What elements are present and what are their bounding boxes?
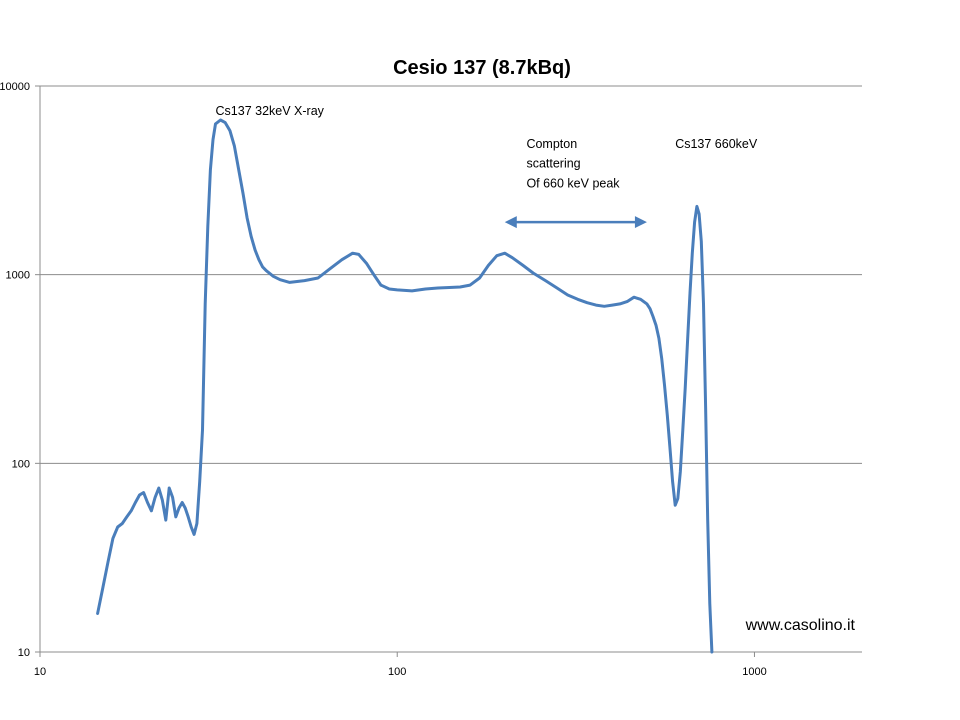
annotation-label: Compton: [526, 137, 577, 151]
y-tick-label: 10: [18, 647, 30, 659]
axes: [35, 85, 862, 657]
compton-arrowhead-left: [504, 216, 517, 229]
x-tick-label: 10: [34, 666, 46, 678]
annotation-label: Cs137 660keV: [675, 137, 758, 151]
annotations: Cs137 32keV X-ray Compton scattering Of 660…: [216, 104, 758, 229]
spectrum-line: [96, 118, 714, 654]
tick-labels: 10 100 1000 10000 10 100 1000: [0, 81, 767, 678]
data-series: [96, 118, 714, 654]
watermark: www.casolino.it: [745, 617, 856, 634]
x-tick-label: 100: [388, 666, 406, 678]
compton-arrowhead-right: [634, 216, 647, 229]
annotation-label: scattering: [526, 156, 580, 170]
y-tick-label: 1000: [6, 270, 30, 282]
x-tick-label: 1000: [742, 666, 766, 678]
chart-title: Cesio 137 (8.7kBq): [393, 57, 571, 79]
grid-lines: [40, 85, 862, 653]
y-tick-label: 100: [12, 458, 30, 470]
annotation-label: Of 660 keV peak: [526, 176, 620, 190]
y-tick-label: 10000: [0, 81, 30, 93]
annotation-label: Cs137 32keV X-ray: [216, 104, 325, 118]
